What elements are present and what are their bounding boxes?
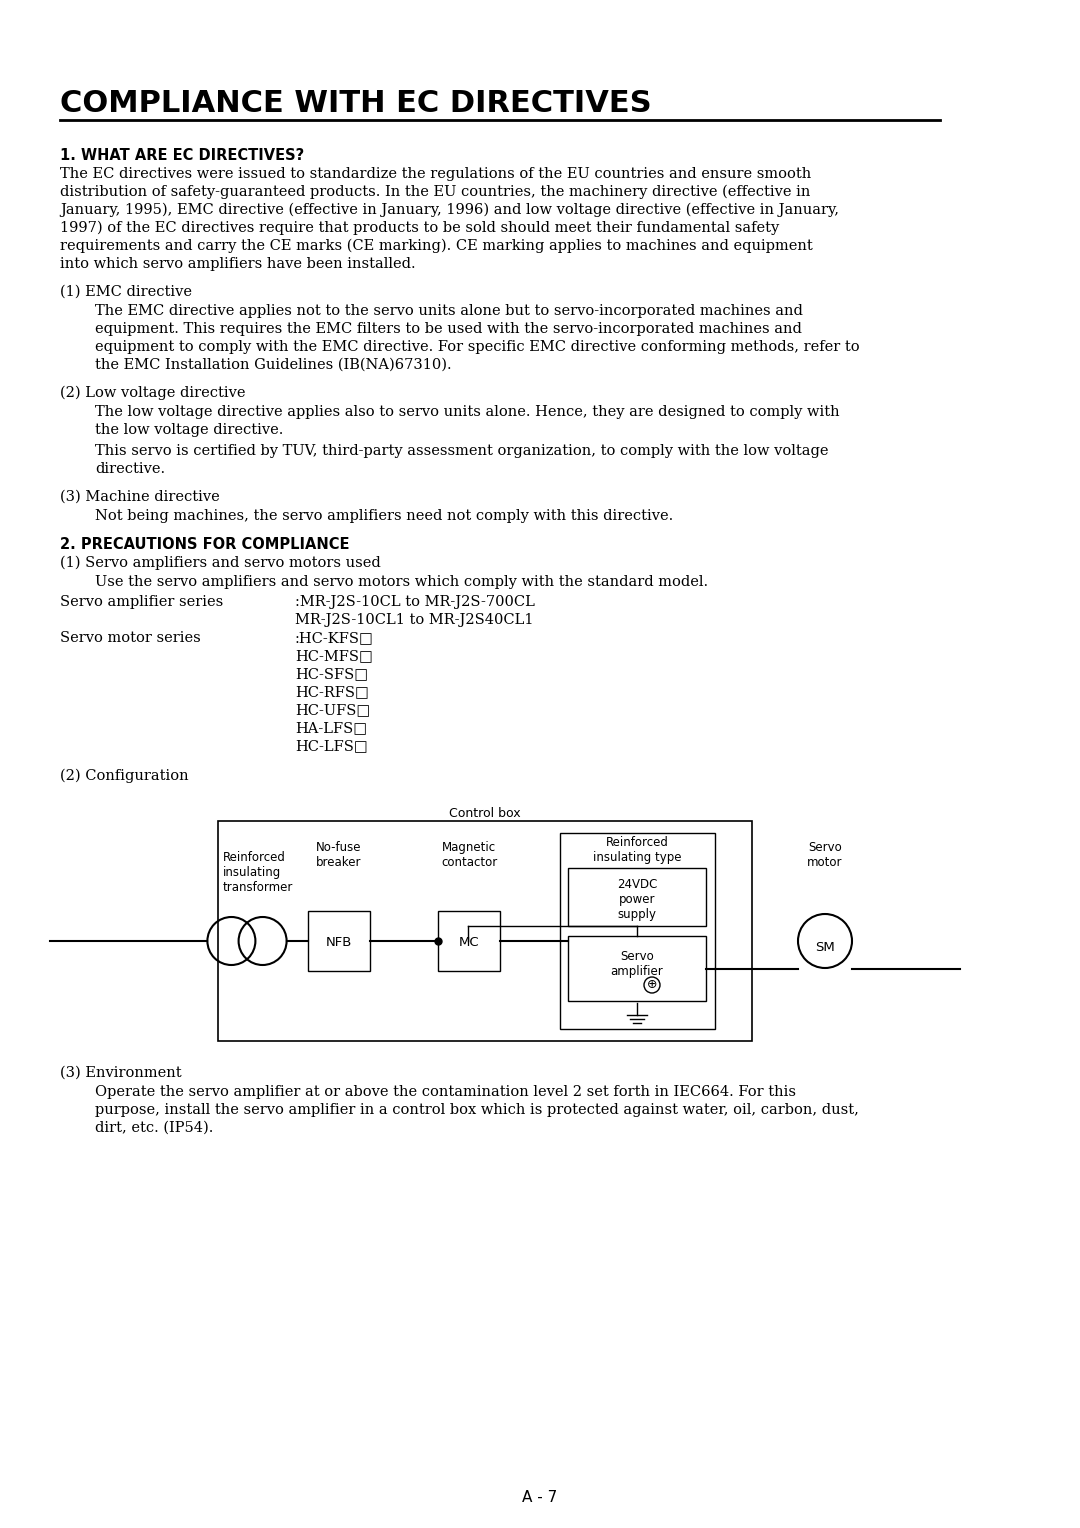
Text: Use the servo amplifiers and servo motors which comply with the standard model.: Use the servo amplifiers and servo motor… bbox=[95, 575, 708, 588]
Text: 1997) of the EC directives require that products to be sold should meet their fu: 1997) of the EC directives require that … bbox=[60, 222, 780, 235]
Text: purpose, install the servo amplifier in a control box which is protected against: purpose, install the servo amplifier in … bbox=[95, 1103, 859, 1117]
Bar bbox=[568, 937, 706, 1001]
Bar bbox=[218, 821, 752, 1041]
Text: No-fuse
breaker: No-fuse breaker bbox=[316, 840, 362, 869]
Text: 24VDC
power
supply: 24VDC power supply bbox=[617, 879, 658, 921]
Text: MR-J2S-10CL1 to MR-J2S40CL1: MR-J2S-10CL1 to MR-J2S40CL1 bbox=[295, 613, 534, 626]
Text: equipment to comply with the EMC directive. For specific EMC directive conformin: equipment to comply with the EMC directi… bbox=[95, 341, 860, 354]
Text: ⊕: ⊕ bbox=[647, 978, 658, 992]
Text: Servo motor series: Servo motor series bbox=[60, 631, 201, 645]
Bar bbox=[438, 911, 500, 970]
Text: The EMC directive applies not to the servo units alone but to servo-incorporated: The EMC directive applies not to the ser… bbox=[95, 304, 802, 318]
Text: NFB: NFB bbox=[326, 937, 352, 949]
Text: Operate the servo amplifier at or above the contamination level 2 set forth in I: Operate the servo amplifier at or above … bbox=[95, 1085, 796, 1099]
Text: Not being machines, the servo amplifiers need not comply with this directive.: Not being machines, the servo amplifiers… bbox=[95, 509, 673, 523]
Text: HC-MFS□: HC-MFS□ bbox=[295, 649, 373, 663]
Text: HC-RFS□: HC-RFS□ bbox=[295, 685, 369, 698]
Text: dirt, etc. (IP54).: dirt, etc. (IP54). bbox=[95, 1122, 214, 1135]
Text: Control box: Control box bbox=[449, 807, 521, 821]
Text: distribution of safety-guaranteed products. In the EU countries, the machinery d: distribution of safety-guaranteed produc… bbox=[60, 185, 810, 199]
Text: 2. PRECAUTIONS FOR COMPLIANCE: 2. PRECAUTIONS FOR COMPLIANCE bbox=[60, 536, 350, 552]
Text: the EMC Installation Guidelines (IB(NA)67310).: the EMC Installation Guidelines (IB(NA)6… bbox=[95, 358, 451, 371]
Text: (2) Low voltage directive: (2) Low voltage directive bbox=[60, 387, 245, 400]
Text: MC: MC bbox=[459, 937, 480, 949]
Text: The low voltage directive applies also to servo units alone. Hence, they are des: The low voltage directive applies also t… bbox=[95, 405, 839, 419]
Text: Reinforced
insulating type: Reinforced insulating type bbox=[593, 836, 681, 863]
Bar bbox=[568, 868, 706, 926]
Text: :MR-J2S-10CL to MR-J2S-700CL: :MR-J2S-10CL to MR-J2S-700CL bbox=[295, 594, 535, 610]
Text: Servo amplifier series: Servo amplifier series bbox=[60, 594, 224, 610]
Text: (3) Machine directive: (3) Machine directive bbox=[60, 490, 219, 504]
Text: :HC-KFS□: :HC-KFS□ bbox=[295, 631, 374, 645]
Text: Magnetic
contactor: Magnetic contactor bbox=[441, 840, 497, 869]
Text: HC-SFS□: HC-SFS□ bbox=[295, 668, 368, 681]
Text: This servo is certified by TUV, third-party assessment organization, to comply w: This servo is certified by TUV, third-pa… bbox=[95, 445, 828, 458]
Text: into which servo amplifiers have been installed.: into which servo amplifiers have been in… bbox=[60, 257, 416, 270]
Text: (1) EMC directive: (1) EMC directive bbox=[60, 286, 192, 299]
Bar bbox=[561, 833, 715, 1028]
Bar bbox=[308, 911, 370, 970]
Text: Reinforced
insulating
transformer: Reinforced insulating transformer bbox=[222, 851, 294, 894]
Text: HC-UFS□: HC-UFS□ bbox=[295, 703, 370, 717]
Text: January, 1995), EMC directive (effective in January, 1996) and low voltage direc: January, 1995), EMC directive (effective… bbox=[60, 203, 839, 217]
Text: A - 7: A - 7 bbox=[523, 1490, 557, 1505]
Text: directive.: directive. bbox=[95, 461, 165, 477]
Text: (2) Configuration: (2) Configuration bbox=[60, 769, 189, 784]
Text: equipment. This requires the EMC filters to be used with the servo-incorporated : equipment. This requires the EMC filters… bbox=[95, 322, 801, 336]
Text: COMPLIANCE WITH EC DIRECTIVES: COMPLIANCE WITH EC DIRECTIVES bbox=[60, 89, 651, 118]
Text: (3) Environment: (3) Environment bbox=[60, 1067, 181, 1080]
Text: 1. WHAT ARE EC DIRECTIVES?: 1. WHAT ARE EC DIRECTIVES? bbox=[60, 148, 305, 163]
Text: HA-LFS□: HA-LFS□ bbox=[295, 721, 367, 735]
Text: the low voltage directive.: the low voltage directive. bbox=[95, 423, 283, 437]
Text: HC-LFS□: HC-LFS□ bbox=[295, 740, 368, 753]
Text: Servo
amplifier: Servo amplifier bbox=[610, 950, 663, 978]
Text: Servo
motor: Servo motor bbox=[807, 840, 842, 869]
Text: The EC directives were issued to standardize the regulations of the EU countries: The EC directives were issued to standar… bbox=[60, 167, 811, 180]
Text: SM: SM bbox=[815, 941, 835, 953]
Text: (1) Servo amplifiers and servo motors used: (1) Servo amplifiers and servo motors us… bbox=[60, 556, 381, 570]
Text: requirements and carry the CE marks (CE marking). CE marking applies to machines: requirements and carry the CE marks (CE … bbox=[60, 238, 813, 254]
